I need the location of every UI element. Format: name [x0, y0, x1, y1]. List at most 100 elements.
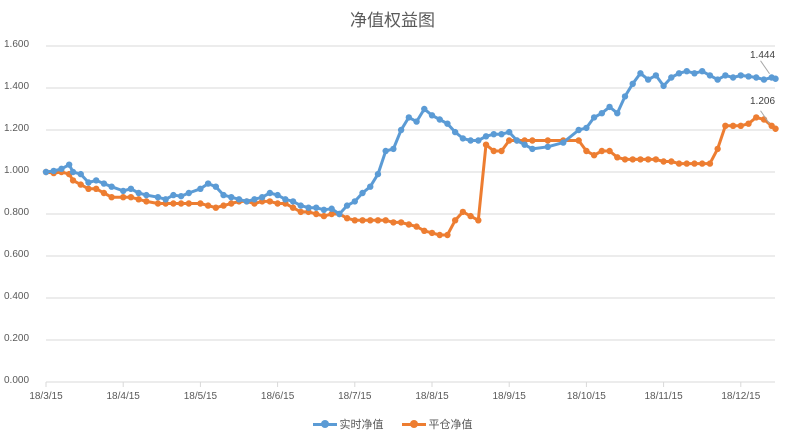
data-point — [108, 194, 115, 201]
data-point — [297, 208, 304, 216]
data-point — [753, 74, 760, 81]
data-point — [660, 158, 667, 165]
data-point — [282, 196, 289, 203]
data-point — [170, 200, 177, 207]
y-tick-label: 0.800 — [4, 207, 30, 218]
data-point — [606, 103, 613, 111]
legend-marker-icon — [401, 420, 426, 428]
data-point — [100, 180, 108, 187]
data-point — [583, 124, 590, 132]
data-point — [436, 116, 443, 123]
data-point — [185, 200, 193, 207]
data-point — [127, 185, 135, 192]
data-point — [320, 206, 328, 213]
data-point — [506, 137, 513, 144]
legend-item-closed[interactable]: 平仓净值 — [401, 416, 473, 432]
data-point — [629, 80, 636, 88]
x-axis — [45, 382, 742, 387]
data-point — [313, 204, 320, 211]
legend-item-realtime[interactable]: 实时净值 — [312, 416, 384, 432]
x-tick-label: 18/10/15 — [566, 391, 606, 402]
data-point — [714, 76, 721, 83]
y-tick-label: 1.000 — [4, 165, 30, 176]
data-label-realtime: 1.444 — [750, 50, 776, 61]
data-point — [413, 118, 420, 125]
data-point — [521, 141, 528, 148]
data-point — [475, 137, 482, 144]
x-tick-label: 18/12/15 — [721, 391, 761, 402]
x-tick-label: 18/4/15 — [106, 391, 140, 402]
data-point — [266, 198, 274, 205]
data-point — [467, 137, 474, 144]
data-point — [313, 210, 320, 218]
x-tick-label: 18/7/15 — [338, 391, 372, 402]
data-point — [444, 231, 451, 239]
y-tick-label: 0.000 — [4, 375, 30, 386]
data-point — [50, 167, 57, 175]
data-point — [529, 137, 536, 144]
y-tick-label: 1.200 — [4, 123, 30, 134]
data-point — [614, 154, 621, 161]
data-point — [154, 200, 162, 207]
data-point — [212, 183, 220, 190]
data-point — [660, 82, 667, 90]
data-point — [583, 147, 590, 155]
data-point — [544, 137, 551, 144]
data-point — [428, 112, 436, 119]
data-point — [644, 76, 652, 83]
data-point — [745, 73, 752, 80]
data-point — [328, 205, 335, 212]
data-point — [590, 152, 598, 159]
data-point — [382, 147, 389, 155]
data-point — [737, 72, 744, 79]
data-point — [228, 194, 235, 201]
data-point — [100, 189, 108, 197]
data-point — [204, 180, 212, 187]
data-point — [251, 196, 258, 203]
x-tick-label: 18/3/15 — [29, 391, 63, 402]
data-point — [760, 76, 768, 83]
data-point — [675, 70, 683, 77]
data-point — [451, 217, 459, 224]
x-tick-label: 18/9/15 — [492, 391, 526, 402]
data-point — [444, 120, 451, 127]
data-point — [92, 177, 100, 184]
y-tick-label: 1.600 — [4, 39, 30, 50]
data-point — [482, 141, 490, 148]
series-lines — [42, 68, 779, 239]
data-point — [529, 145, 536, 153]
data-point — [135, 189, 142, 197]
data-point — [85, 179, 92, 186]
data-point — [85, 185, 92, 192]
data-point — [305, 204, 312, 211]
data-label-closed: 1.206 — [750, 96, 776, 107]
data-point — [490, 147, 497, 155]
data-point — [127, 194, 135, 201]
legend-marker-icon — [312, 420, 337, 428]
data-point — [560, 139, 567, 146]
data-point — [699, 160, 706, 167]
data-point — [69, 177, 77, 184]
data-point — [120, 187, 127, 195]
data-point — [65, 161, 73, 168]
data-point — [405, 114, 413, 121]
data-point — [629, 156, 636, 163]
data-point — [69, 168, 77, 176]
data-point — [413, 223, 420, 230]
data-point — [482, 133, 490, 140]
data-point — [120, 194, 127, 201]
data-point — [652, 156, 660, 163]
data-point — [683, 160, 690, 167]
data-point — [675, 160, 683, 167]
data-point — [498, 131, 505, 138]
data-point — [598, 147, 606, 155]
data-point — [421, 105, 428, 113]
data-point — [367, 217, 374, 224]
data-point — [297, 202, 304, 209]
data-point — [498, 147, 505, 155]
data-point — [706, 160, 714, 167]
data-point — [459, 135, 467, 142]
data-point — [235, 196, 243, 203]
data-point — [506, 128, 513, 136]
data-point — [197, 200, 204, 207]
